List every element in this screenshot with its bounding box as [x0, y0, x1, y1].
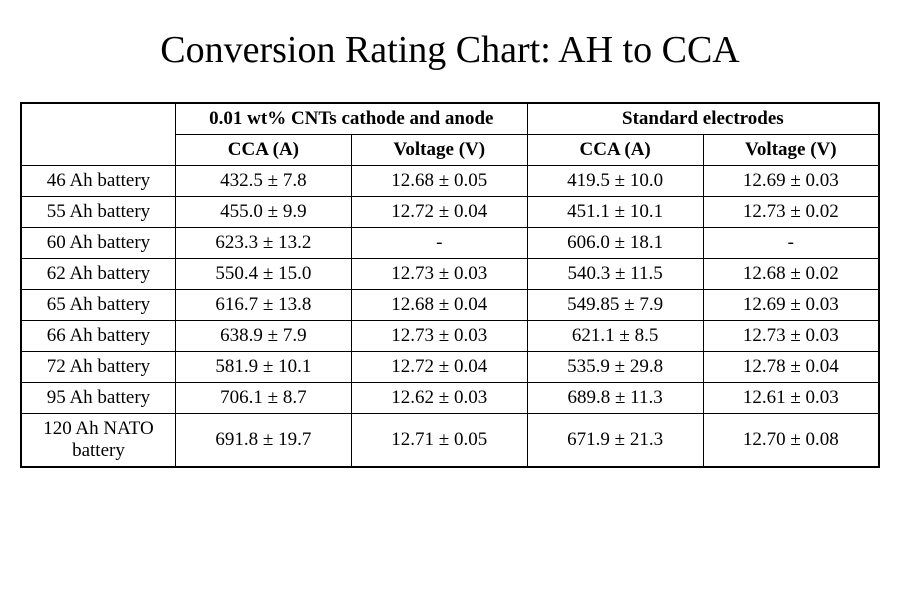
page-title: Conversion Rating Chart: AH to CCA [20, 28, 880, 72]
cell: 12.62 ± 0.03 [351, 383, 527, 414]
cell: 540.3 ± 11.5 [527, 259, 703, 290]
cell: 550.4 ± 15.0 [175, 259, 351, 290]
cell: 455.0 ± 9.9 [175, 197, 351, 228]
table-row: 66 Ah battery 638.9 ± 7.9 12.73 ± 0.03 6… [21, 321, 879, 352]
cell: 12.69 ± 0.03 [703, 166, 879, 197]
cell: 623.3 ± 13.2 [175, 228, 351, 259]
cell: 12.72 ± 0.04 [351, 197, 527, 228]
cell: 12.61 ± 0.03 [703, 383, 879, 414]
row-label: 66 Ah battery [21, 321, 175, 352]
row-label: 55 Ah battery [21, 197, 175, 228]
row-label: 46 Ah battery [21, 166, 175, 197]
row-label: 65 Ah battery [21, 290, 175, 321]
sub-header-cca-2: CCA (A) [527, 135, 703, 166]
cell: 691.8 ± 19.7 [175, 414, 351, 468]
cell: 671.9 ± 21.3 [527, 414, 703, 468]
row-label: 120 Ah NATO battery [21, 414, 175, 468]
group-header-cnts-line1: 0.01 wt% CNTs cathode and anode [209, 108, 493, 129]
row-label: 62 Ah battery [21, 259, 175, 290]
table-corner-cell [21, 103, 175, 166]
cell: 12.73 ± 0.02 [703, 197, 879, 228]
cell: 12.73 ± 0.03 [703, 321, 879, 352]
group-header-cnts: 0.01 wt% CNTs cathode and anode [175, 103, 527, 135]
cell: 12.69 ± 0.03 [703, 290, 879, 321]
cell: 706.1 ± 8.7 [175, 383, 351, 414]
cell: 616.7 ± 13.8 [175, 290, 351, 321]
cell: 549.85 ± 7.9 [527, 290, 703, 321]
cell: - [351, 228, 527, 259]
cell: 12.73 ± 0.03 [351, 321, 527, 352]
cell: 12.73 ± 0.03 [351, 259, 527, 290]
cell: 12.68 ± 0.05 [351, 166, 527, 197]
cell: 12.68 ± 0.02 [703, 259, 879, 290]
table-row: 120 Ah NATO battery 691.8 ± 19.7 12.71 ±… [21, 414, 879, 468]
cell: 621.1 ± 8.5 [527, 321, 703, 352]
conversion-table: 0.01 wt% CNTs cathode and anode Standard… [20, 102, 880, 468]
cell: - [703, 228, 879, 259]
row-label: 60 Ah battery [21, 228, 175, 259]
cell: 12.68 ± 0.04 [351, 290, 527, 321]
cell: 606.0 ± 18.1 [527, 228, 703, 259]
sub-header-voltage-1: Voltage (V) [351, 135, 527, 166]
row-label: 95 Ah battery [21, 383, 175, 414]
group-header-standard: Standard electrodes [527, 103, 879, 135]
cell: 12.78 ± 0.04 [703, 352, 879, 383]
cell: 12.72 ± 0.04 [351, 352, 527, 383]
table-row: 65 Ah battery 616.7 ± 13.8 12.68 ± 0.04 … [21, 290, 879, 321]
table-body: 46 Ah battery 432.5 ± 7.8 12.68 ± 0.05 4… [21, 166, 879, 468]
row-label: 72 Ah battery [21, 352, 175, 383]
cell: 12.71 ± 0.05 [351, 414, 527, 468]
cell: 432.5 ± 7.8 [175, 166, 351, 197]
cell: 419.5 ± 10.0 [527, 166, 703, 197]
sub-header-cca-1: CCA (A) [175, 135, 351, 166]
cell: 581.9 ± 10.1 [175, 352, 351, 383]
cell: 12.70 ± 0.08 [703, 414, 879, 468]
sub-header-voltage-2: Voltage (V) [703, 135, 879, 166]
table-row: 60 Ah battery 623.3 ± 13.2 - 606.0 ± 18.… [21, 228, 879, 259]
cell: 451.1 ± 10.1 [527, 197, 703, 228]
cell: 638.9 ± 7.9 [175, 321, 351, 352]
table-row: 72 Ah battery 581.9 ± 10.1 12.72 ± 0.04 … [21, 352, 879, 383]
table-row: 62 Ah battery 550.4 ± 15.0 12.73 ± 0.03 … [21, 259, 879, 290]
cell: 535.9 ± 29.8 [527, 352, 703, 383]
table-row: 46 Ah battery 432.5 ± 7.8 12.68 ± 0.05 4… [21, 166, 879, 197]
cell: 689.8 ± 11.3 [527, 383, 703, 414]
table-row: 55 Ah battery 455.0 ± 9.9 12.72 ± 0.04 4… [21, 197, 879, 228]
table-group-header-row: 0.01 wt% CNTs cathode and anode Standard… [21, 103, 879, 135]
table-row: 95 Ah battery 706.1 ± 8.7 12.62 ± 0.03 6… [21, 383, 879, 414]
